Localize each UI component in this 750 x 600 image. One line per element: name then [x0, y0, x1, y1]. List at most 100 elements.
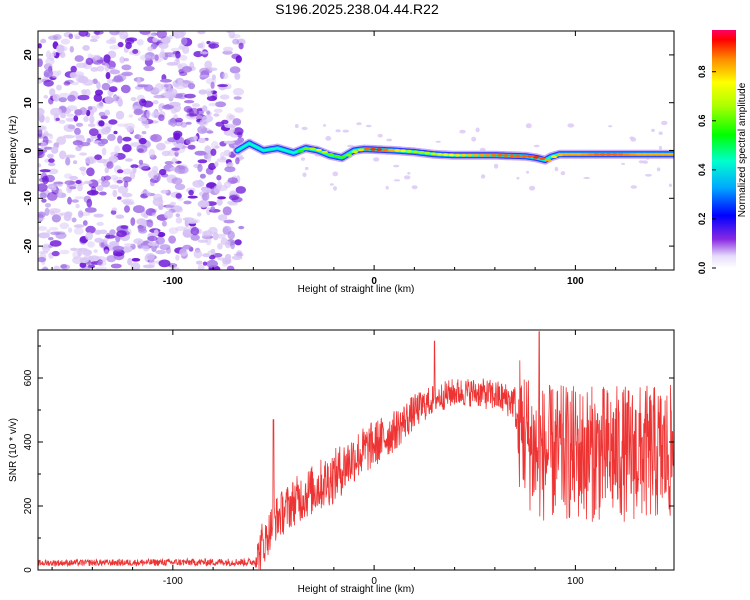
noise-blob [56, 44, 65, 54]
noise-blob [63, 124, 76, 132]
noise-blob [59, 51, 66, 58]
noise-blob [235, 186, 246, 194]
noise-blob [69, 175, 78, 181]
ridge-core [508, 154, 516, 158]
noise-blob [103, 175, 111, 181]
noise-blob [658, 145, 663, 150]
ridge-core [424, 151, 431, 155]
noise-blob [173, 132, 181, 141]
noise-blob [177, 143, 184, 149]
noise-blob [64, 180, 75, 186]
noise-blob [373, 157, 380, 162]
noise-blob [181, 37, 188, 46]
noise-blob [301, 126, 308, 131]
noise-blob [197, 31, 206, 35]
noise-blob [82, 79, 94, 86]
noise-blob [87, 241, 95, 248]
noise-blob [114, 145, 120, 154]
ridge-core [345, 153, 353, 157]
noise-blob [126, 125, 134, 133]
ridge-core [442, 153, 449, 157]
noise-blob [82, 220, 88, 226]
snr-xlabel: Height of straight line (km) [298, 584, 415, 595]
noise-blob [187, 144, 196, 150]
noise-blob [190, 227, 200, 236]
noise-blob [109, 241, 120, 247]
noise-blob [193, 249, 203, 259]
colorbar-tick-label: 0.0 [697, 262, 707, 275]
noise-blob [40, 38, 47, 44]
noise-blob [74, 127, 81, 135]
ridge-core [472, 153, 479, 157]
noise-blob [100, 242, 105, 248]
noise-blob [85, 57, 94, 65]
noise-blob [160, 78, 172, 83]
noise-blob [493, 163, 499, 169]
noise-blob [73, 115, 79, 122]
ridge-core [635, 152, 642, 156]
noise-blob [73, 160, 78, 165]
noise-blob [158, 42, 169, 49]
y-tick-label: 0 [23, 567, 34, 573]
ridge-core [605, 152, 612, 156]
noise-blob [90, 67, 99, 72]
noise-blob [74, 196, 85, 200]
ridge-core [382, 148, 389, 152]
noise-blob [149, 89, 159, 94]
noise-blob [196, 212, 202, 217]
noise-blob [642, 160, 648, 164]
noise-blob [104, 63, 110, 72]
noise-blob [77, 247, 88, 252]
ridge-core [617, 152, 624, 156]
y-tick-label: -20 [23, 238, 34, 253]
noise-blob [171, 177, 183, 185]
ridge-core [412, 150, 419, 154]
noise-blob [68, 227, 73, 233]
noise-blob [630, 185, 637, 189]
noise-blob [113, 176, 125, 184]
noise-blob [98, 111, 106, 117]
noise-blob [171, 147, 180, 151]
noise-blob [58, 188, 63, 198]
noise-blob [153, 229, 159, 236]
noise-blob [230, 241, 236, 250]
noise-blob [206, 130, 214, 134]
noise-blob [222, 225, 232, 235]
noise-blob [385, 185, 389, 190]
noise-blob [214, 161, 219, 168]
ridge-core [388, 148, 395, 152]
ridge-core [514, 154, 522, 158]
noise-blob [202, 192, 210, 201]
noise-blob [223, 181, 232, 189]
noise-blob [128, 114, 133, 118]
noise-blob [106, 39, 117, 45]
noise-blob [201, 231, 208, 240]
noise-blob [138, 163, 150, 170]
noise-blob [104, 166, 110, 174]
noise-blob [325, 136, 332, 141]
noise-blob [94, 237, 104, 243]
noise-blob [77, 141, 84, 148]
noise-blob [49, 210, 56, 216]
noise-blob [294, 123, 299, 129]
noise-blob [229, 66, 241, 74]
noise-blob [197, 163, 203, 173]
noise-blob [55, 117, 60, 121]
noise-blob [119, 31, 129, 40]
noise-blob [59, 222, 70, 230]
noise-blob [335, 129, 341, 133]
noise-blob [141, 131, 147, 135]
noise-blob [159, 51, 166, 58]
noise-blob [38, 128, 43, 138]
noise-blob [236, 175, 241, 184]
noise-blob [38, 256, 47, 263]
noise-blob [66, 113, 75, 117]
noise-blob [87, 53, 93, 60]
noise-blob [199, 119, 205, 128]
ridge-core [436, 153, 443, 156]
noise-blob [58, 97, 67, 103]
ridge-core [406, 150, 413, 153]
noise-blob [183, 100, 195, 104]
noise-blob [108, 155, 119, 163]
spectrogram-image [38, 31, 674, 270]
